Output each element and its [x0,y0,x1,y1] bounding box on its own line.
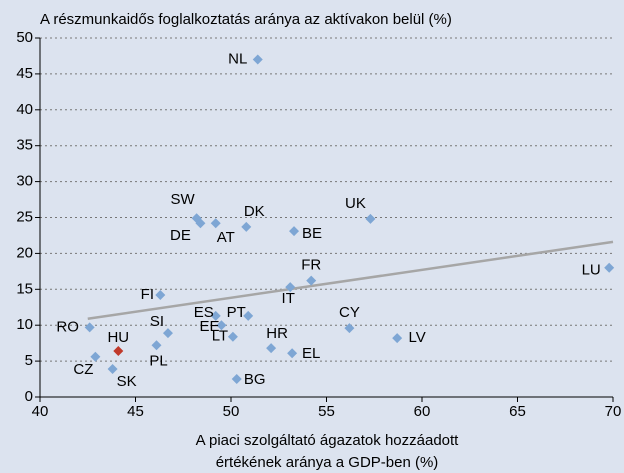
y-tick-label: 25 [16,208,33,225]
x-axis-label: A piaci szolgáltató ágazatok hozzáadott [196,432,460,449]
point [306,275,317,286]
y-tick-label: 40 [16,101,33,118]
x-tick-label: 70 [605,403,622,420]
y-tick-label: 15 [16,280,33,297]
point-label: PT [227,304,246,321]
point-label: BE [302,225,322,242]
y-tick-label: 35 [16,137,33,154]
point [227,331,238,342]
point-label: PL [149,352,167,369]
point-label: LT [212,328,228,345]
y-tick-label: 0 [25,388,33,405]
trendline [87,240,614,320]
point [216,320,227,331]
point-label: ES [194,304,214,321]
point [344,323,355,334]
point-label: DK [244,203,265,220]
point-label: HR [266,325,288,342]
point-label: IT [282,290,295,307]
point-label: UK [345,195,366,212]
point-label: LV [409,329,426,346]
x-tick-label: 45 [127,403,144,420]
point [289,226,300,237]
point-label: DE [170,227,191,244]
point [392,333,403,344]
x-tick-label: 55 [318,403,335,420]
point [243,310,254,321]
point [604,262,615,273]
point [241,221,252,232]
point [195,218,206,229]
y-tick-label: 30 [16,173,33,190]
point-label: FR [301,257,321,274]
point [266,343,277,354]
point [113,346,124,357]
y-tick-label: 10 [16,316,33,333]
point [151,340,162,351]
point [90,351,101,362]
point-label: BG [244,371,266,388]
point-label: HU [107,329,129,346]
point-label: CY [339,304,360,321]
point [231,374,242,385]
x-tick-label: 40 [32,403,49,420]
point-label: AT [217,229,235,246]
point-label: LU [582,262,601,279]
point-label: RO [56,318,79,335]
point-label: EL [302,345,320,362]
y-tick-label: 5 [25,352,33,369]
point [210,310,221,321]
point-label: NL [228,51,247,68]
point [365,213,376,224]
y-tick-label: 20 [16,244,33,261]
chart-title: A részmunkaidős foglalkoztatás aránya az… [40,11,452,28]
point [162,328,173,339]
point [107,363,118,374]
point [155,290,166,301]
y-tick-label: 50 [16,29,33,46]
x-tick-label: 65 [509,403,526,420]
point-label: SW [171,191,196,208]
point [252,54,263,65]
point [84,322,95,333]
point-label: SK [117,373,137,390]
point-label: SI [150,313,164,330]
x-tick-label: 60 [414,403,431,420]
point-label: CZ [73,361,93,378]
x-axis-label: értékének aránya a GDP-ben (%) [216,454,439,471]
point [210,218,221,229]
y-tick-label: 45 [16,65,33,82]
point-label: FI [141,286,154,303]
point-label: EE [199,318,219,335]
x-tick-label: 50 [223,403,240,420]
point [285,282,296,293]
point [287,348,298,359]
